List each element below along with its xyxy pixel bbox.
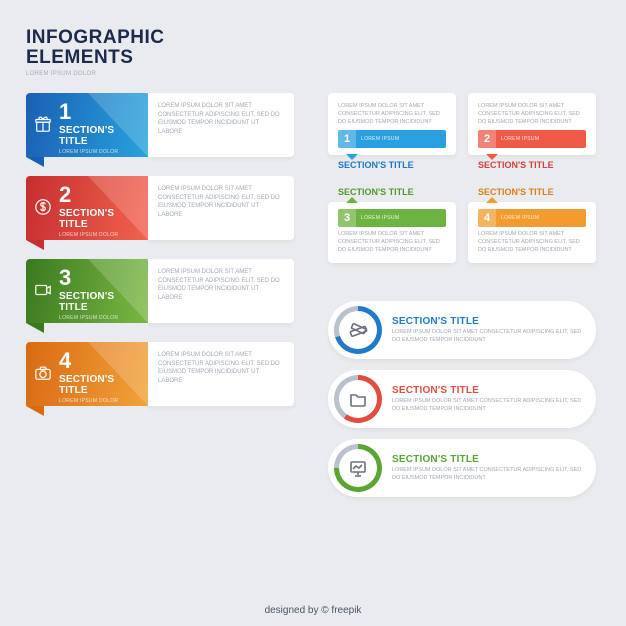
pill-row: SECTION'S TITLE LOREM IPSUM DOLOR SIT AM…	[328, 301, 596, 359]
pill-list: SECTION'S TITLE LOREM IPSUM DOLOR SIT AM…	[328, 301, 596, 497]
progress-ring	[334, 306, 382, 354]
card-number-bar: 1 LOREM IPSUM	[338, 130, 446, 148]
speech-tab-colored: 2 SECTION'S TITLE LOREM IPSUM DOLOR	[26, 176, 148, 240]
speech-tab-row: 4 SECTION'S TITLE LOREM IPSUM DOLOR LORE…	[26, 342, 294, 406]
speech-tab-colored: 3 SECTION'S TITLE LOREM IPSUM DOLOR	[26, 259, 148, 323]
page-subtitle: LOREM IPSUM DOLOR	[26, 71, 600, 77]
card-title: SECTION'S TITLE	[478, 187, 554, 197]
pill-body: LOREM IPSUM DOLOR SIT AMET CONSECTETUR A…	[392, 398, 582, 414]
tab-description: LOREM IPSUM DOLOR SIT AMET CONSECTETUR A…	[148, 93, 294, 157]
tooltip-card: LOREM IPSUM DOLOR SIT AMET CONSECTETUR A…	[468, 93, 596, 155]
title-line-2: ELEMENTS	[26, 47, 133, 68]
board-icon	[348, 458, 368, 478]
card-title: SECTION'S TITLE	[478, 160, 554, 170]
pill-body: LOREM IPSUM DOLOR SIT AMET CONSECTETUR A…	[392, 467, 582, 483]
card-sublabel: LOREM IPSUM	[496, 136, 539, 142]
tab-description: LOREM IPSUM DOLOR SIT AMET CONSECTETUR A…	[148, 342, 294, 406]
pill-title: SECTION'S TITLE	[392, 454, 582, 465]
left-column: 1 SECTION'S TITLE LOREM IPSUM DOLOR LORE…	[26, 93, 294, 509]
card-sublabel: LOREM IPSUM	[356, 136, 399, 142]
card-number: 3	[338, 209, 356, 227]
tab-description: LOREM IPSUM DOLOR SIT AMET CONSECTETUR A…	[148, 176, 294, 240]
video-icon	[34, 281, 52, 299]
card-number-bar: 3 LOREM IPSUM	[338, 209, 446, 227]
camera-icon	[34, 364, 52, 382]
right-column: LOREM IPSUM DOLOR SIT AMET CONSECTETUR A…	[328, 93, 596, 509]
card-number: 1	[338, 130, 356, 148]
card-title: SECTION'S TITLE	[338, 187, 414, 197]
tooltip-card: LOREM IPSUM DOLOR SIT AMET CONSECTETUR A…	[468, 202, 596, 264]
card-number-bar: 2 LOREM IPSUM	[478, 130, 586, 148]
card-body-text: LOREM IPSUM DOLOR SIT AMET CONSECTETUR A…	[478, 102, 586, 127]
gift-icon	[34, 115, 52, 133]
card-title: SECTION'S TITLE	[338, 160, 414, 170]
dollar-icon	[34, 198, 52, 216]
ruler-icon	[348, 320, 368, 340]
attribution-footer: designed by © freepik	[0, 605, 626, 616]
card-sublabel: LOREM IPSUM	[356, 215, 399, 221]
card-sublabel: LOREM IPSUM	[496, 215, 539, 221]
card-number-bar: 4 LOREM IPSUM	[478, 209, 586, 227]
speech-tab-row: 1 SECTION'S TITLE LOREM IPSUM DOLOR LORE…	[26, 93, 294, 157]
tooltip-pointer	[346, 197, 358, 203]
progress-ring	[334, 375, 382, 423]
progress-ring	[334, 444, 382, 492]
tooltip-pointer	[486, 197, 498, 203]
pill-title: SECTION'S TITLE	[392, 385, 582, 396]
card-number: 2	[478, 130, 496, 148]
folder-icon	[348, 389, 368, 409]
card-body-text: LOREM IPSUM DOLOR SIT AMET CONSECTETUR A…	[338, 102, 446, 127]
pill-body: LOREM IPSUM DOLOR SIT AMET CONSECTETUR A…	[392, 329, 582, 345]
pill-title: SECTION'S TITLE	[392, 316, 582, 327]
page-header: INFOGRAPHIC ELEMENTS LOREM IPSUM DOLOR	[26, 28, 600, 77]
speech-tab-colored: 1 SECTION'S TITLE LOREM IPSUM DOLOR	[26, 93, 148, 157]
speech-tab-colored: 4 SECTION'S TITLE LOREM IPSUM DOLOR	[26, 342, 148, 406]
pill-row: SECTION'S TITLE LOREM IPSUM DOLOR SIT AM…	[328, 439, 596, 497]
card-body-text: LOREM IPSUM DOLOR SIT AMET CONSECTETUR A…	[338, 230, 446, 255]
card-number: 4	[478, 209, 496, 227]
speech-tab-row: 2 SECTION'S TITLE LOREM IPSUM DOLOR LORE…	[26, 176, 294, 240]
tooltip-card: LOREM IPSUM DOLOR SIT AMET CONSECTETUR A…	[328, 202, 456, 264]
tooltip-card-grid: LOREM IPSUM DOLOR SIT AMET CONSECTETUR A…	[328, 93, 596, 284]
speech-tab-row: 3 SECTION'S TITLE LOREM IPSUM DOLOR LORE…	[26, 259, 294, 323]
pill-row: SECTION'S TITLE LOREM IPSUM DOLOR SIT AM…	[328, 370, 596, 428]
title-line-1: INFOGRAPHIC	[26, 27, 165, 48]
page-title: INFOGRAPHIC ELEMENTS	[26, 28, 600, 68]
card-body-text: LOREM IPSUM DOLOR SIT AMET CONSECTETUR A…	[478, 230, 586, 255]
tooltip-card: LOREM IPSUM DOLOR SIT AMET CONSECTETUR A…	[328, 93, 456, 155]
tab-description: LOREM IPSUM DOLOR SIT AMET CONSECTETUR A…	[148, 259, 294, 323]
